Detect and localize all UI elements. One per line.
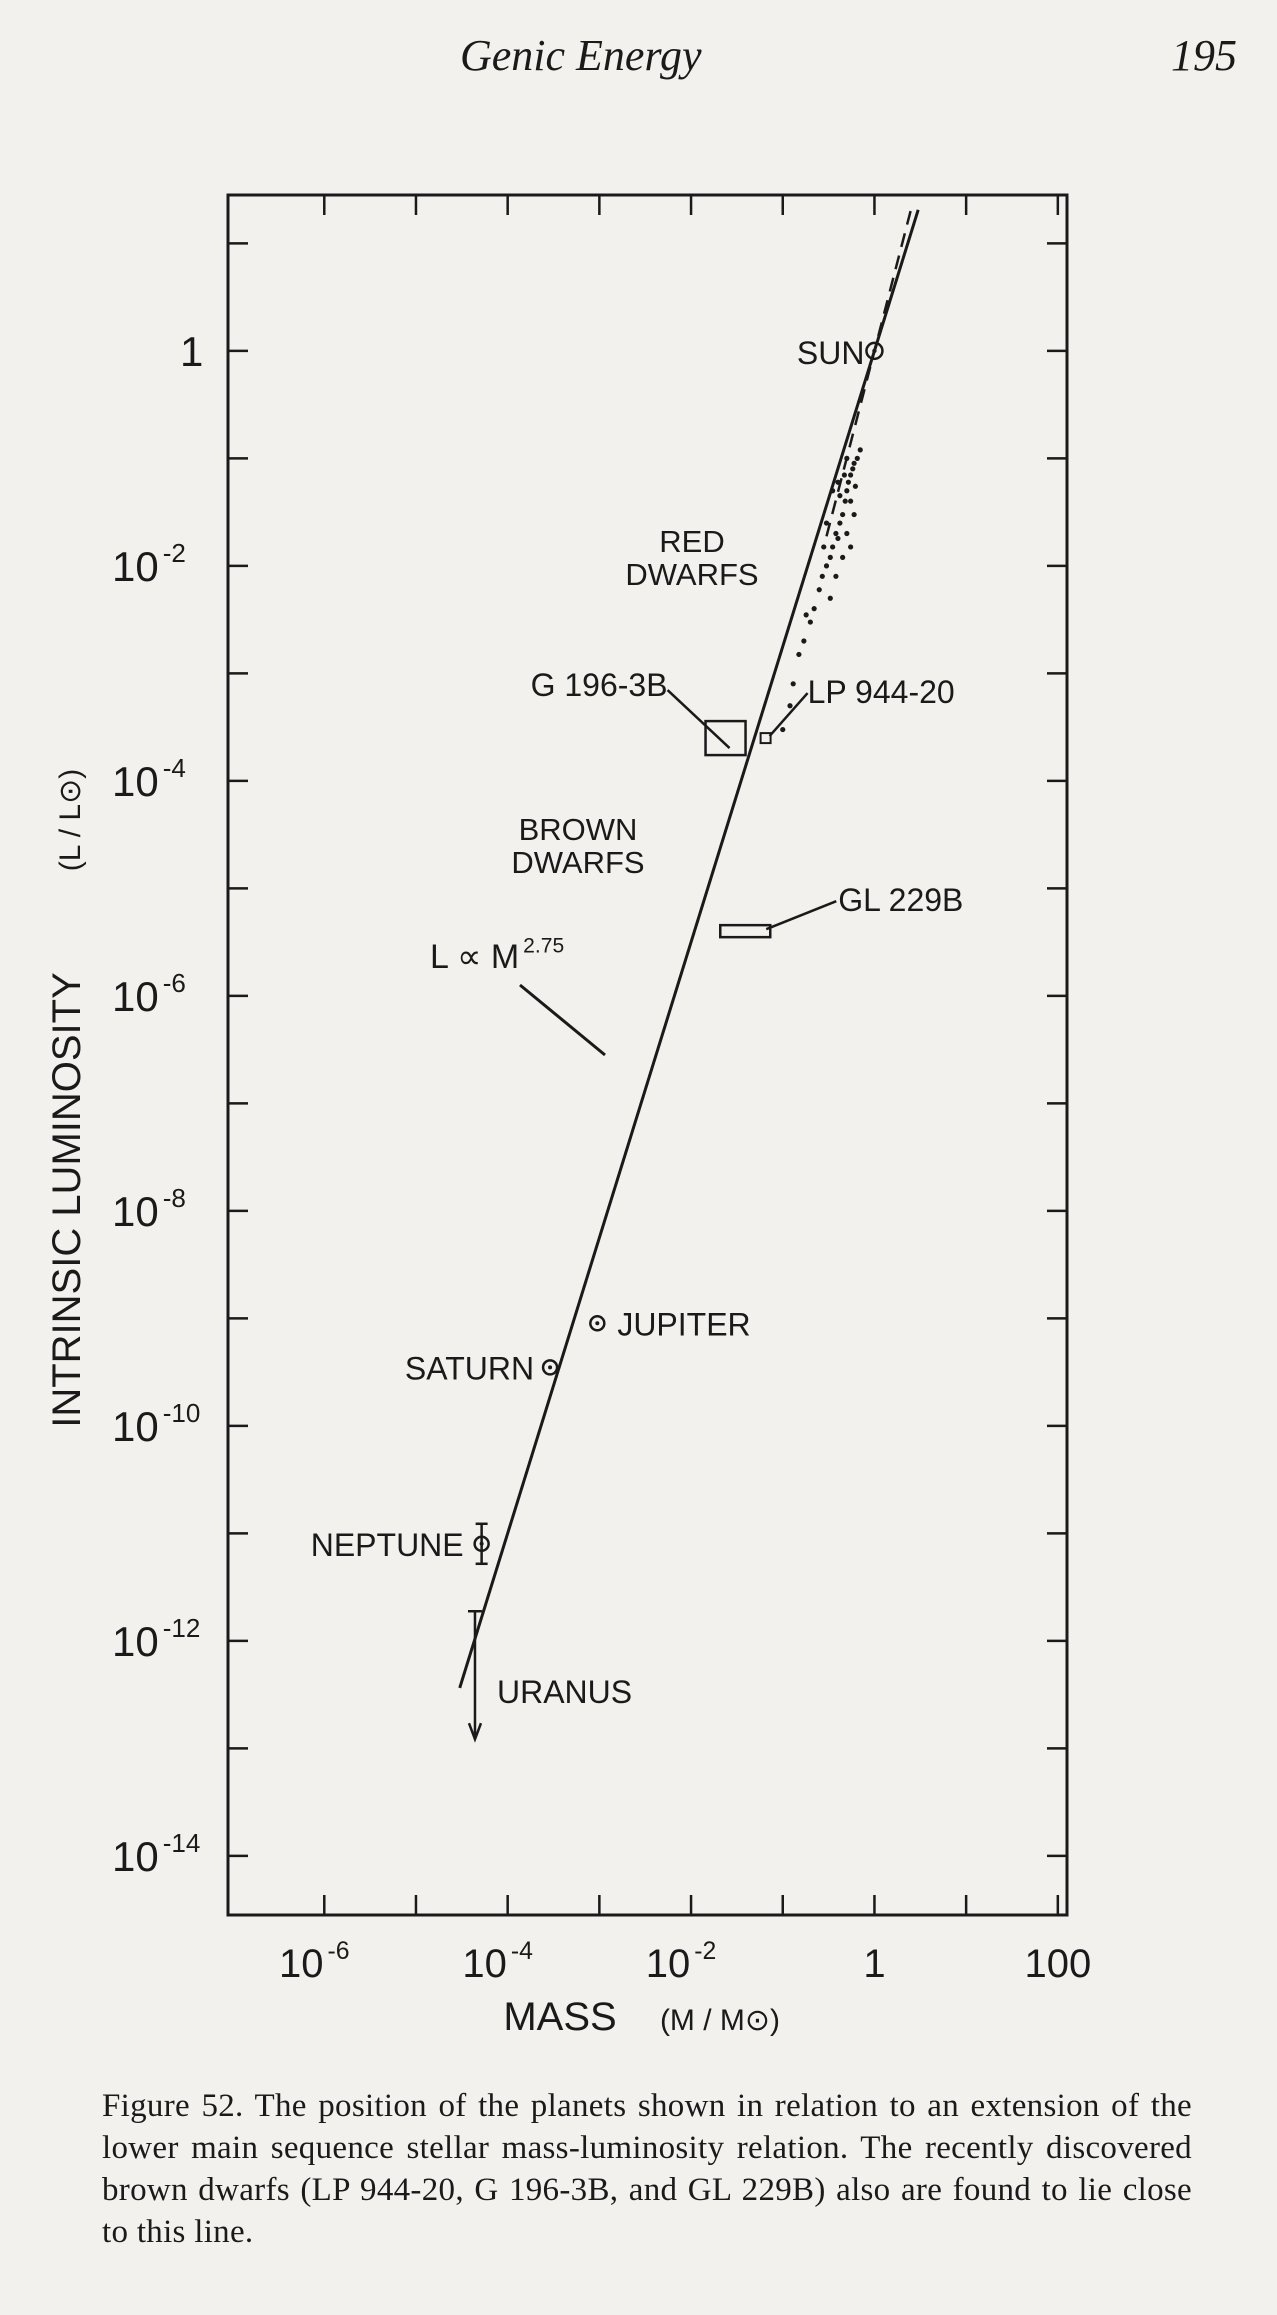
red-dwarf-point: [845, 479, 852, 485]
jupiter-label: JUPITER: [617, 1306, 750, 1342]
red-dwarf-point: [823, 520, 830, 526]
red-dwarf-point: [837, 520, 843, 526]
red-dwarf-point: [848, 472, 854, 478]
red-dwarf-point: [844, 530, 850, 537]
g-196-3b-label: G 196-3B: [531, 667, 668, 703]
red-dwarf-point: [827, 595, 833, 601]
saturn-marker-dot: [548, 1365, 553, 1370]
red-dwarf-point: [842, 498, 848, 504]
red-dwarf-point: [803, 612, 809, 618]
red-dwarf-point: [852, 483, 859, 489]
red-dwarf-point: [823, 563, 830, 569]
red-dwarf-point: [830, 488, 836, 494]
red-dwarf-point: [787, 703, 793, 709]
red-dwarf-point: [840, 554, 846, 560]
red-dwarfs-label-line2: DWARFS: [625, 557, 758, 592]
dashed-line: [825, 209, 913, 537]
neptune-marker: [473, 1535, 490, 1553]
red-dwarf-point: [833, 530, 839, 537]
red-dwarf-point: [811, 606, 817, 612]
sun-label: SUN: [797, 335, 865, 371]
red-dwarf-point: [835, 535, 841, 542]
x-tick-label: 10 -6: [279, 1938, 350, 1986]
red-dwarf-point: [827, 554, 833, 560]
x-tick-label: 10 -2: [646, 1938, 717, 1986]
gl-229b-leader: [765, 899, 837, 931]
x-tick-label: 1: [863, 1942, 885, 1986]
red-dwarf-point: [848, 544, 854, 550]
y-tick-label: 10 -2: [112, 538, 186, 590]
red-dwarf-point: [841, 472, 847, 478]
x-axis-label: MASS: [503, 1995, 616, 2039]
saturn-label: SATURN: [405, 1350, 534, 1386]
red-dwarf-point: [796, 651, 802, 658]
brown-dwarfs-label-line1: BROWN: [519, 812, 638, 847]
sun-marker: [865, 341, 884, 361]
neptune-label: NEPTUNE: [311, 1527, 464, 1563]
fit-line-label: L ∝ M 2.75: [430, 935, 564, 976]
red-dwarf-point: [816, 587, 822, 593]
red-dwarf-point: [840, 511, 846, 518]
red-dwarf-point: [837, 493, 843, 499]
lp-944-20-box: [759, 732, 772, 745]
neptune-marker-dot: [479, 1541, 484, 1546]
lp-944-20-leader: [768, 692, 809, 737]
y-axis-unit: (L / L⊙): [54, 769, 87, 871]
x-axis-unit: (M / M⊙): [660, 2004, 780, 2037]
x-tick-label: 10 -4: [462, 1938, 533, 1986]
g-196-3b-leader: [666, 689, 731, 750]
figure-caption: Figure 52. The position of the planets s…: [102, 2088, 1192, 2250]
red-dwarf-point: [830, 544, 836, 550]
red-dwarf-point: [851, 460, 857, 466]
y-tick-label: 1: [180, 328, 203, 375]
gl-229b-box: [719, 923, 772, 939]
red-dwarf-point: [851, 511, 857, 518]
red-dwarf-point: [857, 447, 863, 453]
y-tick-label: 10 -12: [112, 1613, 200, 1665]
g-196-3b-box: [704, 719, 747, 757]
red-dwarf-point: [790, 681, 796, 687]
red-dwarfs-label-line1: RED: [659, 524, 724, 559]
red-dwarf-point: [821, 544, 827, 550]
brown-dwarfs-label-line2: DWARFS: [511, 845, 644, 880]
page-number: 195: [1171, 31, 1237, 80]
y-tick-label: 10 -8: [112, 1183, 186, 1235]
red-dwarf-point: [801, 638, 807, 644]
lp-944-20-label: LP 944-20: [808, 674, 955, 710]
uranus-label: URANUS: [497, 1674, 632, 1710]
x-tick-label: 100: [1024, 1942, 1091, 1986]
jupiter-marker: [589, 1315, 606, 1332]
red-dwarf-point: [850, 466, 856, 472]
red-dwarf-point: [833, 573, 839, 579]
sun-marker-dot: [872, 348, 877, 354]
running-header-title: Genic Energy: [460, 31, 702, 80]
y-axis-label: INTRINSIC LUMINOSITY: [45, 972, 89, 1428]
plot-frame: [226, 193, 1069, 1917]
red-dwarf-point: [844, 488, 850, 494]
y-tick-label: 10 -14: [112, 1828, 200, 1880]
jupiter-marker-dot: [595, 1321, 600, 1326]
red-dwarf-point: [807, 619, 813, 625]
y-tick-label: 10 -6: [112, 968, 186, 1020]
fit-line: [458, 209, 920, 1689]
gl-229b-label: GL 229B: [838, 882, 963, 918]
red-dwarf-point: [835, 479, 841, 485]
red-dwarf-point: [854, 455, 860, 461]
y-tick-label: 10 -10: [112, 1398, 200, 1450]
red-dwarf-point: [848, 498, 854, 504]
fit-label-leader: [519, 983, 606, 1057]
y-tick-label: 10 -4: [112, 753, 186, 805]
red-dwarf-point: [819, 573, 825, 579]
mass-luminosity-chart: 10 -6 10 -4 10 -2 1 100 1 10-2 10-4 10-6 10-8 10-10 10…: [45, 193, 1091, 2039]
uranus-arrow: [467, 1722, 483, 1743]
saturn-marker: [541, 1359, 559, 1376]
red-dwarf-point: [844, 455, 850, 461]
red-dwarf-point: [780, 726, 786, 733]
